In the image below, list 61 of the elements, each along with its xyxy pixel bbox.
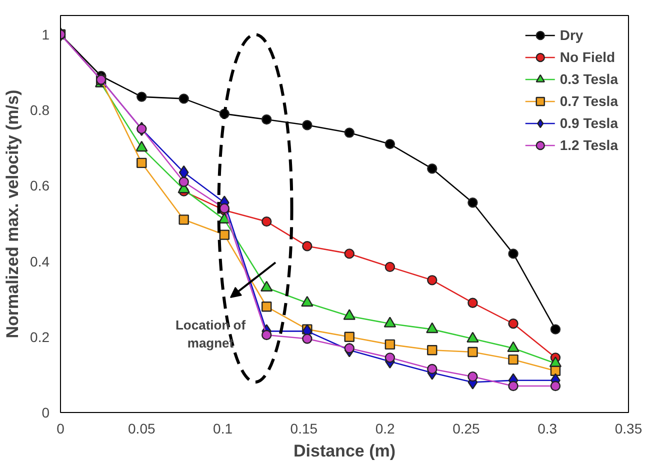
point [178,214,189,225]
x-tick-label: 0.1 [213,420,233,436]
y-axis-title: Normalized max. velocity (m/s) [3,90,22,338]
point [136,92,147,102]
point [262,114,272,125]
point [302,241,312,252]
x-tick-label: 0.35 [614,420,642,436]
point [260,280,273,292]
point [302,120,312,130]
point [508,380,518,392]
point [508,354,518,365]
point [384,262,396,272]
point [219,230,230,240]
legend-label: 0.3 Tesla [560,71,618,87]
point [468,198,478,208]
point [136,158,147,168]
legend-label: 0.7 Tesla [560,93,618,109]
y-tick-label: 0.4 [30,253,50,270]
point [468,346,478,358]
x-tick-label: 0.2 [375,420,396,436]
point [384,138,396,150]
x-tick-label: 0.05 [128,420,156,436]
point [550,366,561,376]
y-tick-label: 0 [42,404,50,420]
point [178,176,189,187]
point [344,343,354,354]
point [550,324,561,334]
point [427,275,438,286]
x-tick-label: 0 [56,420,65,436]
point [344,128,354,138]
point [344,248,354,259]
point [262,302,272,312]
point [508,318,518,329]
legend-label: Dry [560,27,584,43]
point [466,332,479,343]
point [508,248,518,259]
point [344,332,354,342]
x-tick-label: 0.3 [538,420,558,436]
point [384,339,396,350]
y-tick-label: 1 [42,26,50,42]
point [468,298,478,308]
point [427,345,438,356]
x-tick-label: 0.15 [290,420,318,436]
x-tick-label: 0.25 [452,420,480,436]
point [262,216,272,227]
legend-label: 1.2 Tesla [560,137,618,153]
x-axis-title: Distance (m) [293,442,396,460]
point [427,364,438,374]
legend-label: No Field [560,49,616,65]
point [262,330,272,340]
point [550,380,561,392]
point [468,371,478,382]
y-tick-label: 0.8 [30,102,50,118]
annotation: Location of magnet [175,318,246,350]
y-tick-label: 0.6 [30,178,50,194]
y-tick-label: 0.2 [30,328,50,345]
point [427,164,438,174]
point [384,352,396,363]
legend-label: 0.9 Tesla [560,115,618,131]
point [178,94,189,104]
point [302,334,312,344]
